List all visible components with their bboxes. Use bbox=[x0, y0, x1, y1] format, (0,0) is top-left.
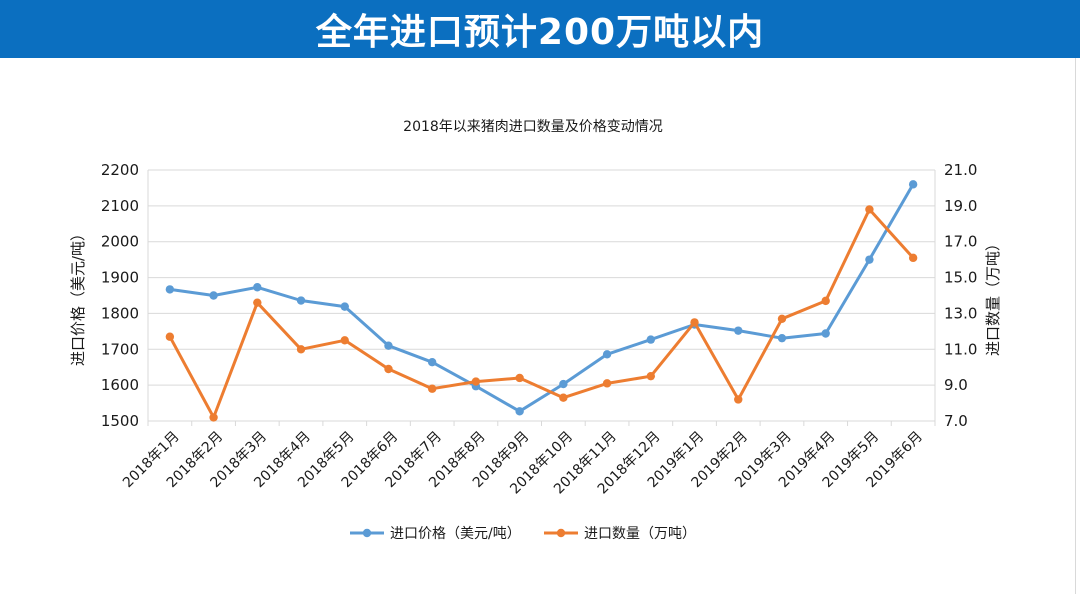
left-tick-label: 1600 bbox=[101, 376, 139, 394]
data-point bbox=[646, 371, 656, 381]
data-point bbox=[908, 253, 918, 263]
banner-title: 全年进口预计200万吨以内 bbox=[315, 12, 765, 53]
data-point bbox=[821, 329, 830, 338]
data-point bbox=[296, 345, 306, 354]
x-axis-ticks: 2018年1月2018年2月2018年3月2018年4月2018年5月2018年… bbox=[120, 429, 926, 498]
right-axis-ticks: 7.0 9.0 11.0 13.0 15.0 17.0 19.0 21.0 bbox=[944, 161, 977, 430]
data-point bbox=[384, 364, 393, 374]
data-point bbox=[427, 357, 437, 367]
right-tick-label: 19.0 bbox=[944, 197, 977, 215]
data-point bbox=[865, 205, 874, 214]
data-point bbox=[340, 302, 349, 311]
right-tick-label: 21.0 bbox=[944, 161, 977, 179]
data-point bbox=[777, 333, 787, 343]
data-point bbox=[602, 379, 612, 388]
right-tick-label: 13.0 bbox=[944, 304, 977, 322]
left-tick-label: 2200 bbox=[101, 161, 139, 179]
legend-label: 进口价格（美元/吨） bbox=[390, 526, 521, 542]
left-tick-label: 1500 bbox=[101, 412, 139, 430]
data-point bbox=[209, 291, 218, 300]
right-tick-label: 17.0 bbox=[944, 233, 977, 251]
left-tick-label: 1800 bbox=[101, 304, 139, 322]
data-point bbox=[340, 336, 349, 345]
data-point bbox=[471, 377, 481, 386]
grid-lines bbox=[147, 169, 936, 426]
chart-title: 2018年以来猪肉进口数量及价格变动情况 bbox=[403, 119, 663, 135]
data-point bbox=[427, 384, 437, 393]
legend-swatch-marker bbox=[362, 528, 372, 538]
series-1 bbox=[165, 180, 918, 416]
data-point bbox=[865, 255, 874, 264]
data-point bbox=[821, 296, 830, 306]
data-point bbox=[734, 326, 743, 335]
data-point bbox=[253, 298, 262, 307]
data-point bbox=[908, 180, 918, 189]
data-point bbox=[559, 393, 568, 402]
left-axis-ticks: 1500 1600 1700 1800 1900 2000 2100 2200 bbox=[101, 161, 139, 430]
data-point bbox=[777, 314, 787, 324]
data-point bbox=[384, 341, 393, 350]
data-point bbox=[165, 285, 175, 294]
left-axis-title: 进口价格（美元/吨） bbox=[69, 226, 87, 366]
legend-label: 进口数量（万吨） bbox=[584, 526, 696, 542]
data-point bbox=[296, 296, 306, 305]
left-tick-label: 1900 bbox=[101, 269, 139, 287]
legend-swatch-marker bbox=[556, 528, 566, 538]
right-tick-label: 15.0 bbox=[944, 269, 977, 287]
data-point bbox=[602, 350, 612, 359]
data-point bbox=[253, 283, 262, 292]
left-tick-label: 2000 bbox=[101, 233, 139, 251]
right-tick-label: 7.0 bbox=[944, 412, 968, 430]
right-tick-label: 11.0 bbox=[944, 340, 977, 358]
data-point bbox=[646, 335, 656, 344]
data-point bbox=[515, 373, 524, 383]
data-point bbox=[734, 395, 743, 404]
legend-item: 进口价格（美元/吨） bbox=[350, 526, 521, 542]
legend: 进口价格（美元/吨） 进口数量（万吨） bbox=[350, 526, 696, 542]
series-2 bbox=[165, 205, 918, 422]
legend-item: 进口数量（万吨） bbox=[544, 526, 696, 542]
banner: 全年进口预计200万吨以内 bbox=[0, 0, 1080, 58]
series-layer bbox=[165, 180, 918, 422]
right-tick-label: 9.0 bbox=[944, 376, 968, 394]
series-line bbox=[168, 182, 915, 413]
data-point bbox=[165, 332, 175, 341]
data-point bbox=[690, 318, 699, 327]
data-point bbox=[559, 379, 568, 389]
data-point bbox=[515, 407, 524, 416]
series-line bbox=[168, 207, 915, 419]
left-tick-label: 2100 bbox=[101, 197, 139, 215]
left-tick-label: 1700 bbox=[101, 340, 139, 358]
right-axis-title: 进口数量（万吨） bbox=[984, 236, 1002, 356]
page-right-border bbox=[1075, 58, 1076, 594]
data-point bbox=[209, 413, 218, 422]
